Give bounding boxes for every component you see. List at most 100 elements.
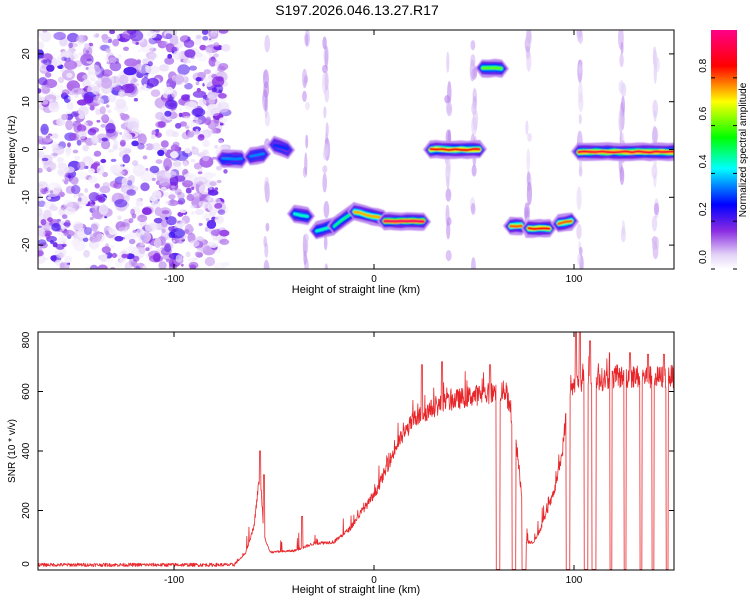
noise-blob	[139, 242, 145, 247]
noise-blob	[81, 139, 87, 143]
noise-blob	[213, 53, 219, 58]
noise-blob	[214, 215, 224, 224]
noise-blob	[77, 197, 82, 202]
streak-blob	[323, 106, 327, 119]
noise-blob	[213, 42, 220, 47]
noise-blob	[198, 222, 202, 227]
noise-blob	[191, 146, 199, 156]
noise-blob	[40, 84, 51, 95]
streak-blob	[527, 133, 532, 142]
noise-blob	[119, 74, 129, 85]
noise-blob	[63, 180, 69, 185]
y-tick-label: -10	[21, 190, 32, 205]
noise-blob	[101, 139, 111, 150]
noise-blob	[205, 218, 210, 222]
noise-blob	[160, 140, 169, 148]
colorbar-label: Normalized spectral amplitude	[738, 82, 749, 217]
noise-blob	[84, 188, 89, 193]
noise-blob	[92, 95, 102, 104]
spectrogram-x-axis-label: Height of straight line (km)	[292, 284, 420, 296]
streak-blob	[302, 68, 308, 89]
noise-blob	[202, 35, 209, 41]
noise-blob	[162, 252, 175, 261]
noise-blob	[212, 156, 217, 160]
noise-blob	[68, 132, 80, 141]
noise-blob	[182, 264, 191, 269]
noise-blob	[43, 257, 49, 261]
noise-blob	[97, 196, 106, 203]
noise-blob	[190, 204, 197, 209]
streak-blob	[654, 202, 659, 216]
noise-blob	[148, 250, 161, 259]
noise-blob	[153, 237, 162, 249]
noise-blob	[76, 72, 88, 82]
noise-blob	[185, 251, 191, 258]
noise-blob	[211, 127, 217, 134]
noise-blob	[76, 130, 87, 140]
noise-blob	[56, 157, 64, 163]
noise-blob	[86, 60, 93, 64]
noise-blob	[155, 159, 163, 165]
noise-blob	[205, 47, 213, 55]
noise-blob	[171, 185, 176, 189]
streak-blob	[323, 201, 330, 219]
streak-blob	[471, 164, 477, 177]
noise-blob	[140, 170, 155, 182]
noise-blob	[187, 130, 195, 138]
y-tick-label: 400	[21, 442, 32, 459]
noise-blob	[154, 207, 162, 216]
noise-blob	[52, 133, 59, 139]
noise-blob	[78, 195, 89, 206]
noise-blob	[164, 165, 170, 171]
noise-blob	[135, 197, 142, 204]
noise-blob	[90, 223, 99, 232]
noise-blob	[47, 196, 52, 200]
noise-blob	[188, 43, 194, 47]
noise-blob	[63, 199, 74, 209]
streak-blob	[322, 165, 328, 174]
noise-blob	[212, 236, 219, 241]
noise-blob	[218, 117, 228, 123]
noise-blob	[110, 158, 117, 162]
noise-blob	[141, 77, 150, 87]
noise-blob	[97, 264, 108, 269]
noise-blob	[42, 30, 48, 33]
noise-blob	[51, 222, 61, 232]
noise-blob	[122, 154, 131, 164]
noise-blob	[68, 175, 72, 179]
noise-blob	[142, 155, 148, 160]
streak-blob	[578, 92, 584, 112]
spectral-track	[521, 219, 557, 238]
noise-blob	[49, 190, 54, 194]
noise-blob	[153, 217, 163, 224]
noise-blob	[164, 110, 172, 117]
noise-blob	[68, 96, 74, 100]
noise-blob	[68, 42, 73, 49]
noise-blob	[119, 132, 123, 135]
noise-blob	[93, 150, 102, 157]
spectrogram-noise-field	[38, 30, 232, 269]
noise-blob	[39, 187, 47, 195]
noise-blob	[59, 262, 65, 268]
noise-blob	[164, 86, 174, 95]
streak-blob	[526, 170, 531, 185]
noise-blob	[172, 50, 182, 60]
noise-blob	[158, 207, 172, 220]
spectrogram-tracks	[215, 58, 674, 240]
noise-blob	[184, 147, 191, 154]
streak-blob	[446, 51, 450, 73]
noise-blob	[94, 183, 100, 189]
noise-blob	[88, 192, 100, 202]
streak-blob	[526, 31, 532, 45]
figure-title: S197.2026.046.13.27.R17	[275, 2, 439, 18]
noise-blob	[152, 192, 159, 197]
noise-blob	[177, 64, 190, 76]
streak-blob	[578, 30, 584, 44]
noise-blob	[102, 171, 108, 178]
y-tick-label: 800	[21, 331, 32, 348]
snr-x-axis-label: Height of straight line (km)	[292, 584, 420, 596]
noise-blob	[216, 179, 222, 184]
streak-blob	[577, 253, 582, 266]
noise-blob	[195, 128, 199, 133]
snr-plot-area	[38, 332, 674, 570]
